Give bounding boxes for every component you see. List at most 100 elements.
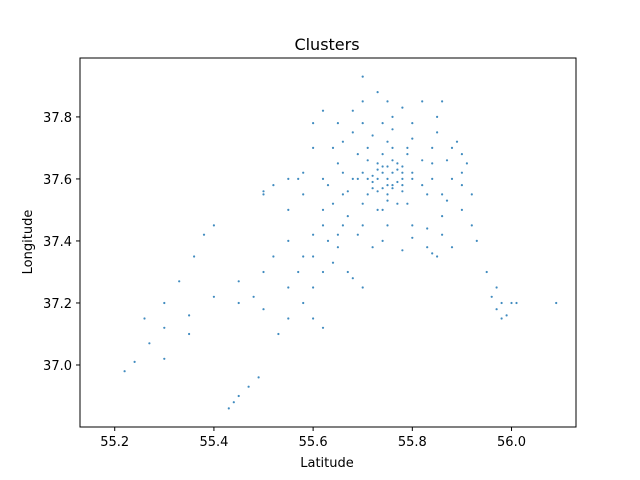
data-point <box>401 184 404 187</box>
data-point <box>500 301 503 305</box>
data-point <box>436 131 439 134</box>
data-point <box>262 270 265 274</box>
data-point <box>133 360 136 363</box>
data-point <box>237 394 240 398</box>
data-point <box>331 202 335 205</box>
chart-title: Clusters <box>294 35 359 54</box>
data-point <box>450 246 454 249</box>
data-point <box>237 280 240 283</box>
data-point <box>232 401 235 404</box>
data-point <box>341 171 344 174</box>
x-tick-label: 55.6 <box>299 435 328 450</box>
data-point <box>321 208 325 211</box>
data-point <box>441 193 444 196</box>
data-point <box>445 199 449 202</box>
data-point <box>510 301 513 305</box>
data-point <box>401 177 404 180</box>
data-point <box>287 208 290 211</box>
data-point <box>386 100 389 103</box>
y-tick-label: 37.8 <box>43 111 72 126</box>
plot-frame <box>79 57 577 428</box>
data-point <box>312 233 315 236</box>
data-point <box>411 122 414 125</box>
data-point <box>287 317 290 320</box>
data-point <box>455 140 459 143</box>
data-point <box>302 301 305 305</box>
data-point <box>436 115 439 118</box>
data-point <box>495 286 498 289</box>
data-point <box>163 326 166 329</box>
data-point <box>391 128 394 131</box>
data-point <box>376 177 379 180</box>
data-point <box>500 317 503 320</box>
data-point <box>252 295 255 298</box>
data-point <box>381 208 384 211</box>
data-point <box>346 215 349 218</box>
data-point <box>441 215 444 218</box>
data-point <box>361 100 364 103</box>
data-point <box>391 146 394 149</box>
data-point <box>148 342 151 345</box>
data-point <box>436 255 439 258</box>
data-point <box>361 286 364 289</box>
data-point <box>336 122 339 125</box>
data-point <box>450 177 454 180</box>
data-point <box>381 171 384 174</box>
data-point <box>302 255 305 258</box>
data-point <box>326 184 330 187</box>
data-point <box>326 239 330 242</box>
data-point <box>515 301 518 305</box>
data-point <box>391 159 394 162</box>
data-point <box>312 286 315 289</box>
data-point <box>302 171 305 174</box>
data-point <box>262 193 265 196</box>
y-tick-label: 37.4 <box>43 235 72 250</box>
data-point <box>262 190 265 193</box>
data-point <box>376 190 379 193</box>
x-axis: 55.2 55.4 55.6 55.8 56.0 <box>100 427 526 450</box>
data-point <box>297 270 300 274</box>
y-tick-label: 37.6 <box>43 173 72 188</box>
data-point <box>312 146 315 149</box>
data-point <box>431 146 434 149</box>
x-tick-label: 55.8 <box>398 435 427 450</box>
data-point <box>321 177 325 180</box>
data-point <box>381 153 384 156</box>
data-point <box>431 252 434 255</box>
data-point <box>331 261 335 264</box>
data-point <box>212 224 215 227</box>
data-point <box>376 208 379 211</box>
data-point <box>441 233 444 236</box>
data-point <box>302 193 305 196</box>
data-point <box>257 376 260 379</box>
data-point <box>163 301 166 305</box>
data-point <box>391 171 394 174</box>
y-tick-label: 37.0 <box>43 359 72 374</box>
data-point <box>441 100 444 103</box>
data-point <box>426 246 429 249</box>
data-point <box>341 224 344 227</box>
data-point <box>336 162 339 165</box>
data-point <box>445 159 449 162</box>
data-point <box>391 187 394 190</box>
data-point <box>336 246 339 249</box>
data-point <box>391 184 394 187</box>
data-point <box>386 199 389 202</box>
y-tick-label: 37.2 <box>43 297 72 312</box>
data-point <box>361 75 364 78</box>
data-point <box>505 314 508 317</box>
data-point <box>401 190 404 193</box>
data-point <box>396 202 399 205</box>
data-point <box>188 332 191 336</box>
data-point <box>277 332 280 336</box>
data-point <box>411 137 414 140</box>
data-point <box>371 174 374 177</box>
data-point <box>555 301 558 305</box>
data-point <box>381 187 384 190</box>
data-point <box>188 314 191 317</box>
data-point <box>406 153 409 156</box>
data-point <box>297 177 300 180</box>
data-point <box>351 109 354 112</box>
data-point <box>123 370 126 373</box>
data-point <box>460 171 463 174</box>
